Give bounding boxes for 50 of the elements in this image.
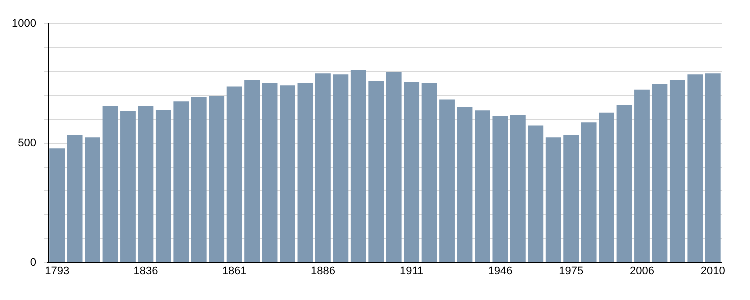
bar (510, 114, 526, 262)
x-tick-label: 2006 (630, 265, 654, 278)
bar (174, 102, 190, 262)
bar (85, 138, 100, 262)
bar (138, 106, 154, 262)
bar (315, 74, 331, 262)
bar (120, 111, 136, 262)
bar (546, 138, 562, 262)
x-tick-label: 1793 (45, 265, 70, 278)
bar (209, 96, 225, 262)
bar (333, 74, 349, 262)
x-tick-label: 1975 (559, 265, 584, 278)
bar (652, 84, 668, 262)
bar (599, 112, 614, 262)
x-tick-label: 1911 (400, 265, 424, 278)
bar (564, 136, 580, 262)
y-tick-label: 500 (18, 137, 36, 150)
bar (404, 82, 420, 262)
bar (244, 80, 260, 262)
bar (262, 83, 278, 262)
x-tick-label: 1861 (222, 265, 247, 278)
bar (688, 74, 704, 262)
bar (156, 110, 172, 262)
x-tick-label: 2010 (700, 265, 726, 278)
bar (298, 83, 314, 262)
bar (475, 110, 490, 262)
bar (50, 148, 66, 262)
bar (705, 74, 721, 262)
bar (280, 86, 296, 262)
bar (670, 80, 686, 262)
bar (368, 81, 384, 262)
bar (440, 100, 455, 262)
bar (634, 90, 650, 262)
bar (422, 83, 438, 262)
bar (386, 72, 402, 262)
bar (457, 107, 473, 262)
bar (102, 106, 118, 262)
x-tick-label: 1836 (134, 265, 158, 278)
y-tick-label: 0 (30, 256, 36, 269)
bar (528, 126, 544, 262)
bar (581, 122, 597, 262)
x-tick-label: 1946 (488, 265, 513, 278)
y-tick-label: 1000 (12, 18, 36, 30)
bar (492, 116, 508, 262)
bar (67, 136, 83, 262)
x-tick-label: 1886 (310, 265, 336, 278)
bar (226, 86, 242, 262)
bar (350, 70, 366, 262)
bar (191, 97, 207, 262)
bar (616, 105, 632, 262)
